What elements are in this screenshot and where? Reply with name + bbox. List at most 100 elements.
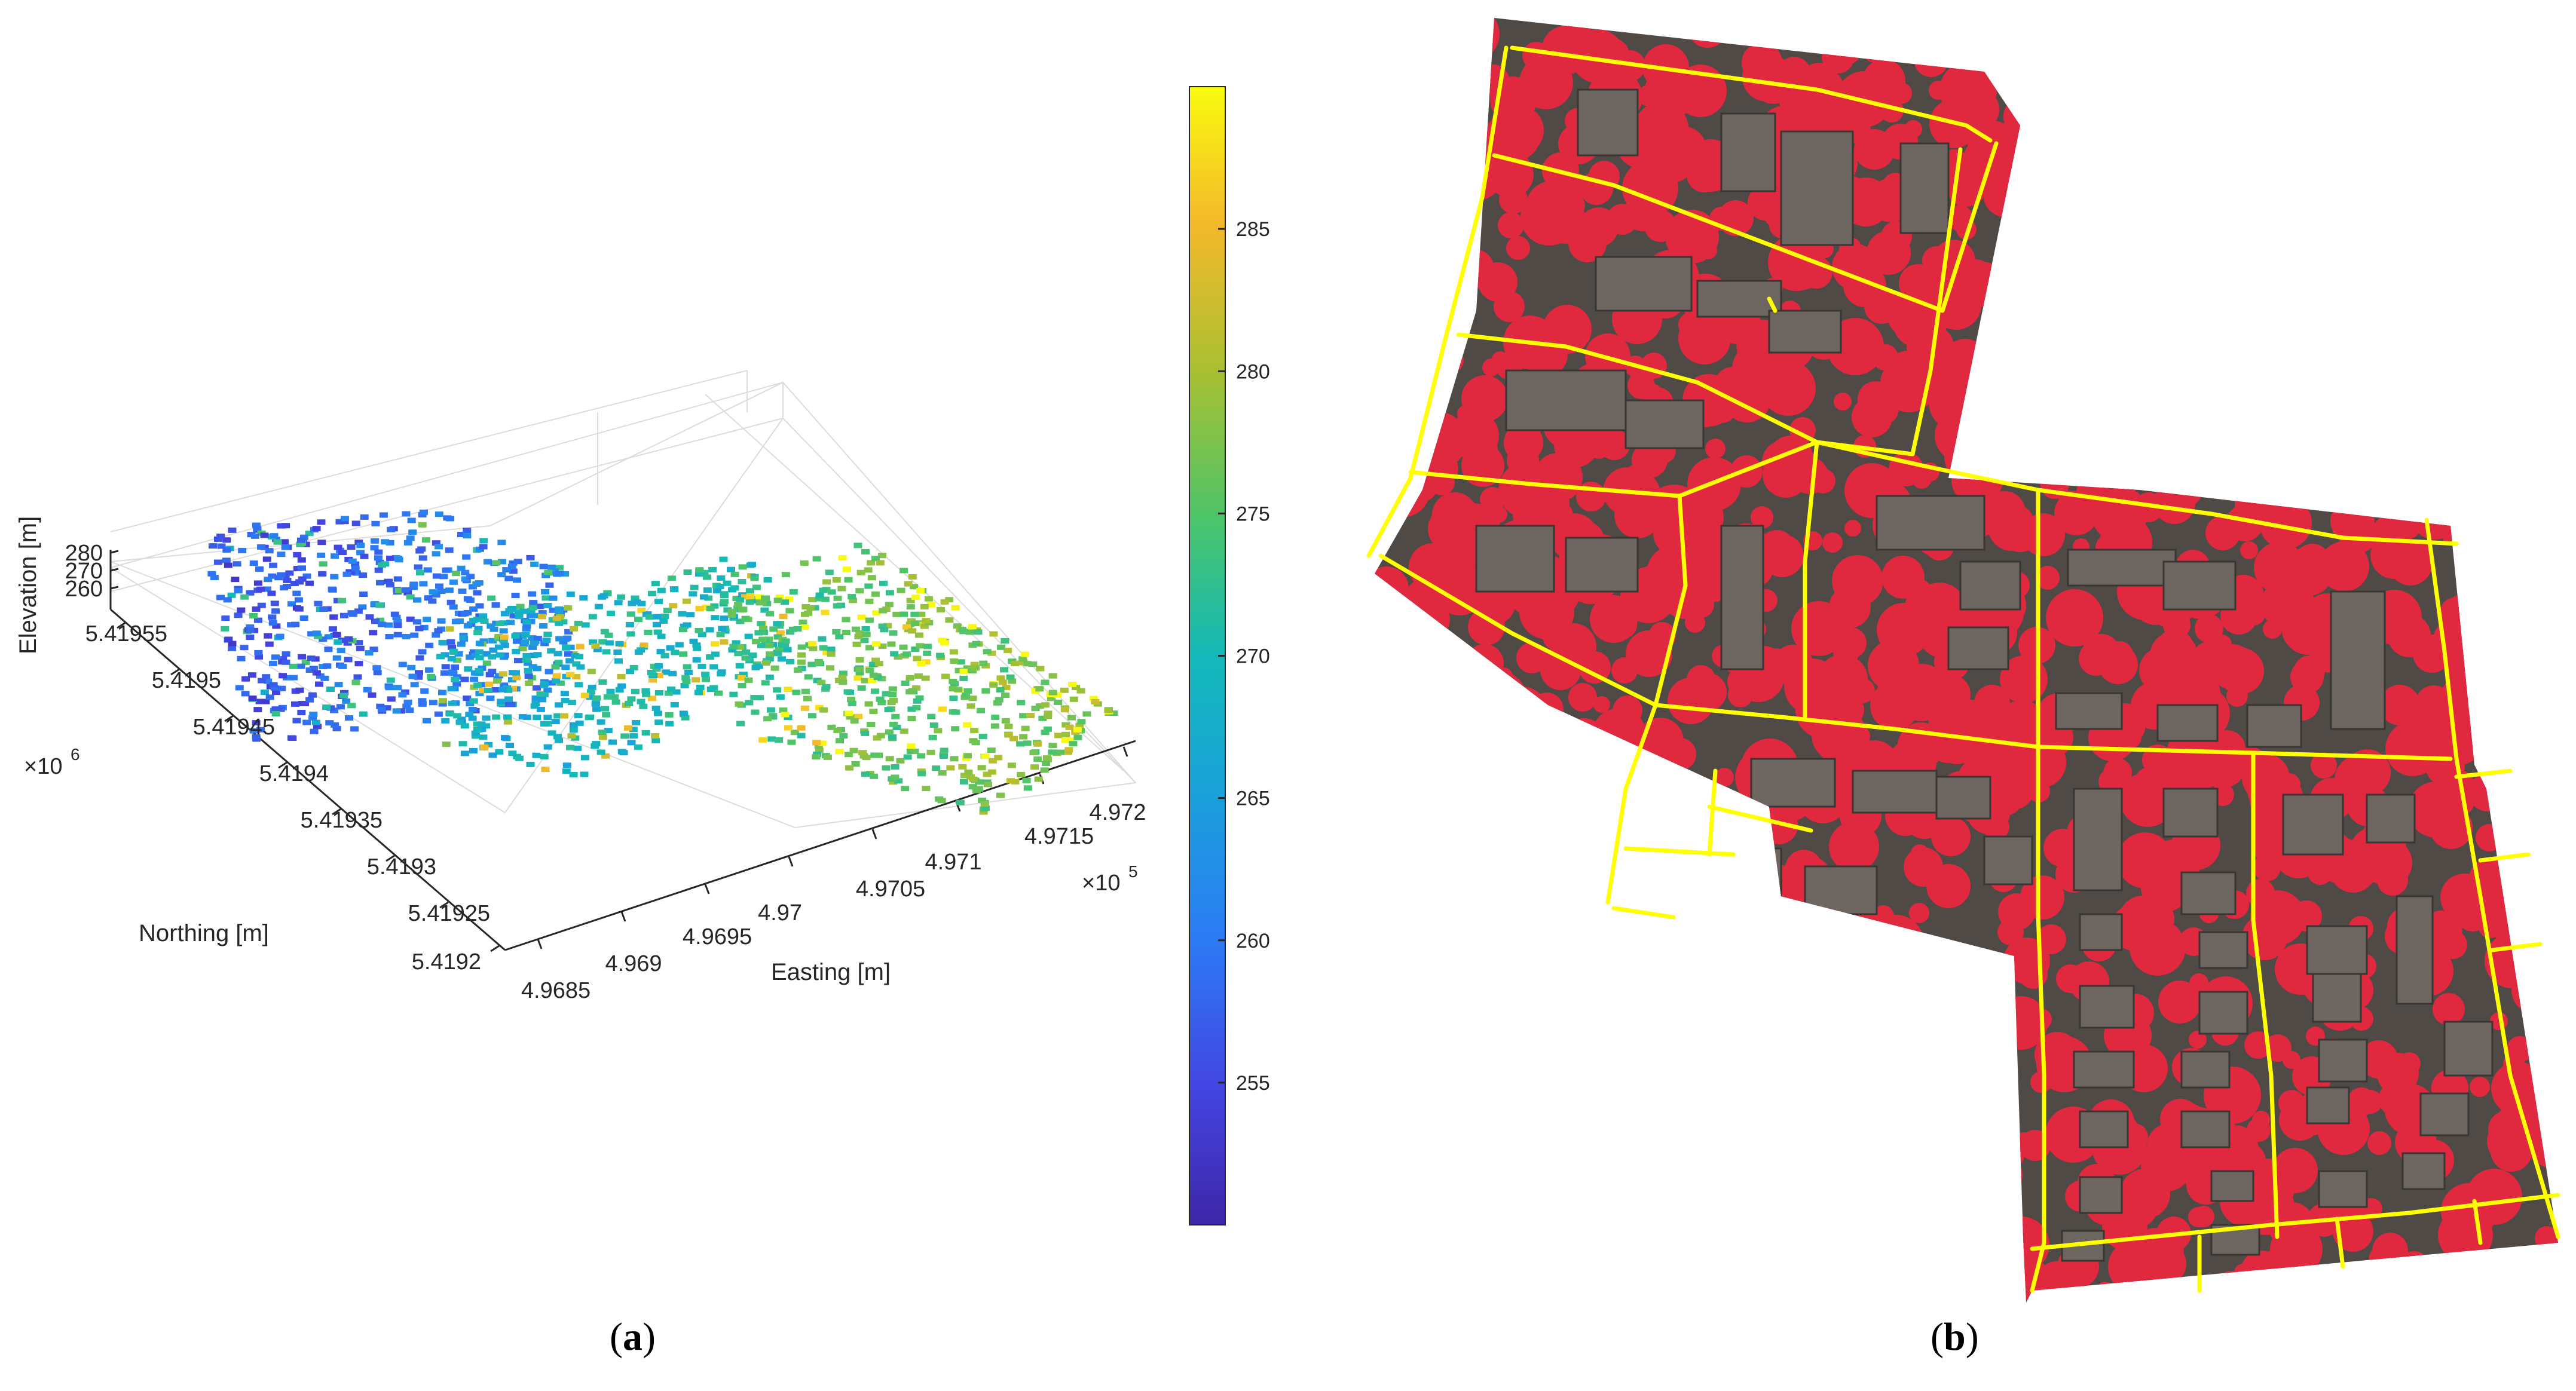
tree-crown [2201, 95, 2259, 152]
cloud-point [632, 720, 641, 725]
cloud-point [282, 651, 290, 657]
cloud-point [849, 747, 858, 753]
tree-crown [2485, 702, 2540, 757]
tree-crown [1498, 462, 1555, 518]
cloud-point [858, 750, 867, 756]
cloud-point [668, 670, 677, 676]
tree-crown [1375, 811, 1394, 845]
cloud-point [885, 729, 894, 735]
tree-crown [2268, 1202, 2315, 1249]
cloud-point [809, 645, 818, 651]
cloud-point [648, 696, 656, 701]
cloud-point [569, 722, 578, 728]
cloud-point [540, 753, 549, 759]
cloud-point [775, 594, 784, 600]
cloud-point [533, 652, 542, 658]
cloud-point [301, 660, 310, 666]
cloud-point [728, 587, 737, 593]
cloud-point [403, 699, 412, 705]
cloud-point [351, 679, 360, 685]
cloud-point [561, 664, 570, 670]
tree-crown [2532, 245, 2558, 281]
tree-crown [1935, 43, 1958, 66]
colorbar-tick-label: 260 [1236, 930, 1270, 952]
cloud-point [775, 737, 784, 743]
tree-crown [2528, 215, 2558, 252]
tree-crown [1755, 1170, 1774, 1189]
tree-crown [2205, 76, 2248, 119]
cloud-point [907, 716, 916, 721]
tree-crown [2428, 378, 2486, 436]
building-roof [2073, 1050, 2135, 1089]
cloud-point [627, 696, 636, 702]
cloud-point [790, 730, 799, 736]
building-roof [2396, 895, 2434, 1005]
cloud-point [387, 696, 396, 702]
cloud-point [946, 765, 955, 771]
tree-crown [1476, 890, 1519, 933]
cloud-point [598, 734, 607, 740]
cloud-point [719, 556, 728, 562]
cloud-point [690, 584, 699, 590]
cloud-point [432, 551, 440, 557]
cloud-point [353, 674, 362, 680]
cloud-point [1006, 674, 1015, 680]
road-centerline [2030, 1193, 2560, 1251]
cloud-point [1026, 713, 1035, 718]
cloud-point [222, 547, 231, 553]
tree-crown [1460, 1031, 1491, 1062]
tree-crown [2138, 691, 2159, 712]
cloud-point [855, 588, 864, 594]
cloud-point [1077, 719, 1086, 725]
cloud-point [810, 605, 819, 611]
x-tick-label: 4.9685 [521, 978, 591, 1003]
cloud-point [610, 694, 619, 700]
cloud-point [385, 634, 394, 639]
cloud-point [839, 733, 848, 739]
cloud-point [956, 659, 965, 665]
tree-crown [2509, 151, 2538, 180]
tree-crown [1717, 883, 1769, 935]
y-multiplier: ×10 6 [24, 745, 80, 779]
cloud-point [406, 616, 415, 622]
cloud-point [271, 706, 280, 712]
cloud-point [473, 682, 482, 688]
building-roof [1876, 495, 1985, 551]
tree-crown [1540, 649, 1581, 690]
cloud-point [995, 697, 1004, 703]
cloud-point [574, 682, 583, 688]
tree-crown [1822, 1146, 1876, 1200]
cloud-point [279, 673, 287, 679]
cloud-point [1048, 749, 1057, 755]
cloud-point [339, 693, 348, 698]
tree-crown [1760, 1102, 1795, 1138]
cloud-point [916, 588, 925, 593]
tree-crown [1793, 994, 1811, 1012]
cloud-point [987, 650, 996, 656]
cloud-point [429, 589, 438, 595]
cloud-point [332, 725, 341, 731]
cloud-point [207, 571, 216, 577]
cloud-point [541, 572, 550, 578]
tree-crown [2058, 415, 2114, 471]
cloud-point [524, 667, 533, 673]
tree-crown [2437, 271, 2478, 312]
cloud-point [368, 692, 377, 698]
tree-crown [2065, 234, 2103, 272]
cloud-point [302, 573, 311, 579]
cloud-point [693, 645, 702, 651]
tree-crown [2494, 1101, 2548, 1155]
tree-crown [1447, 143, 1504, 201]
cloud-point [607, 611, 615, 617]
tree-crown [1868, 915, 1924, 971]
tree-crown [1517, 758, 1556, 797]
cloud-point [940, 640, 949, 646]
tree-crown [1818, 1017, 1866, 1065]
cloud-point [807, 661, 816, 667]
tree-crown [1415, 979, 1459, 1024]
x-tick-label: 4.969 [605, 951, 662, 976]
tree-crown [1476, 1191, 1527, 1242]
cloud-point [522, 623, 531, 629]
cloud-point [566, 592, 575, 597]
